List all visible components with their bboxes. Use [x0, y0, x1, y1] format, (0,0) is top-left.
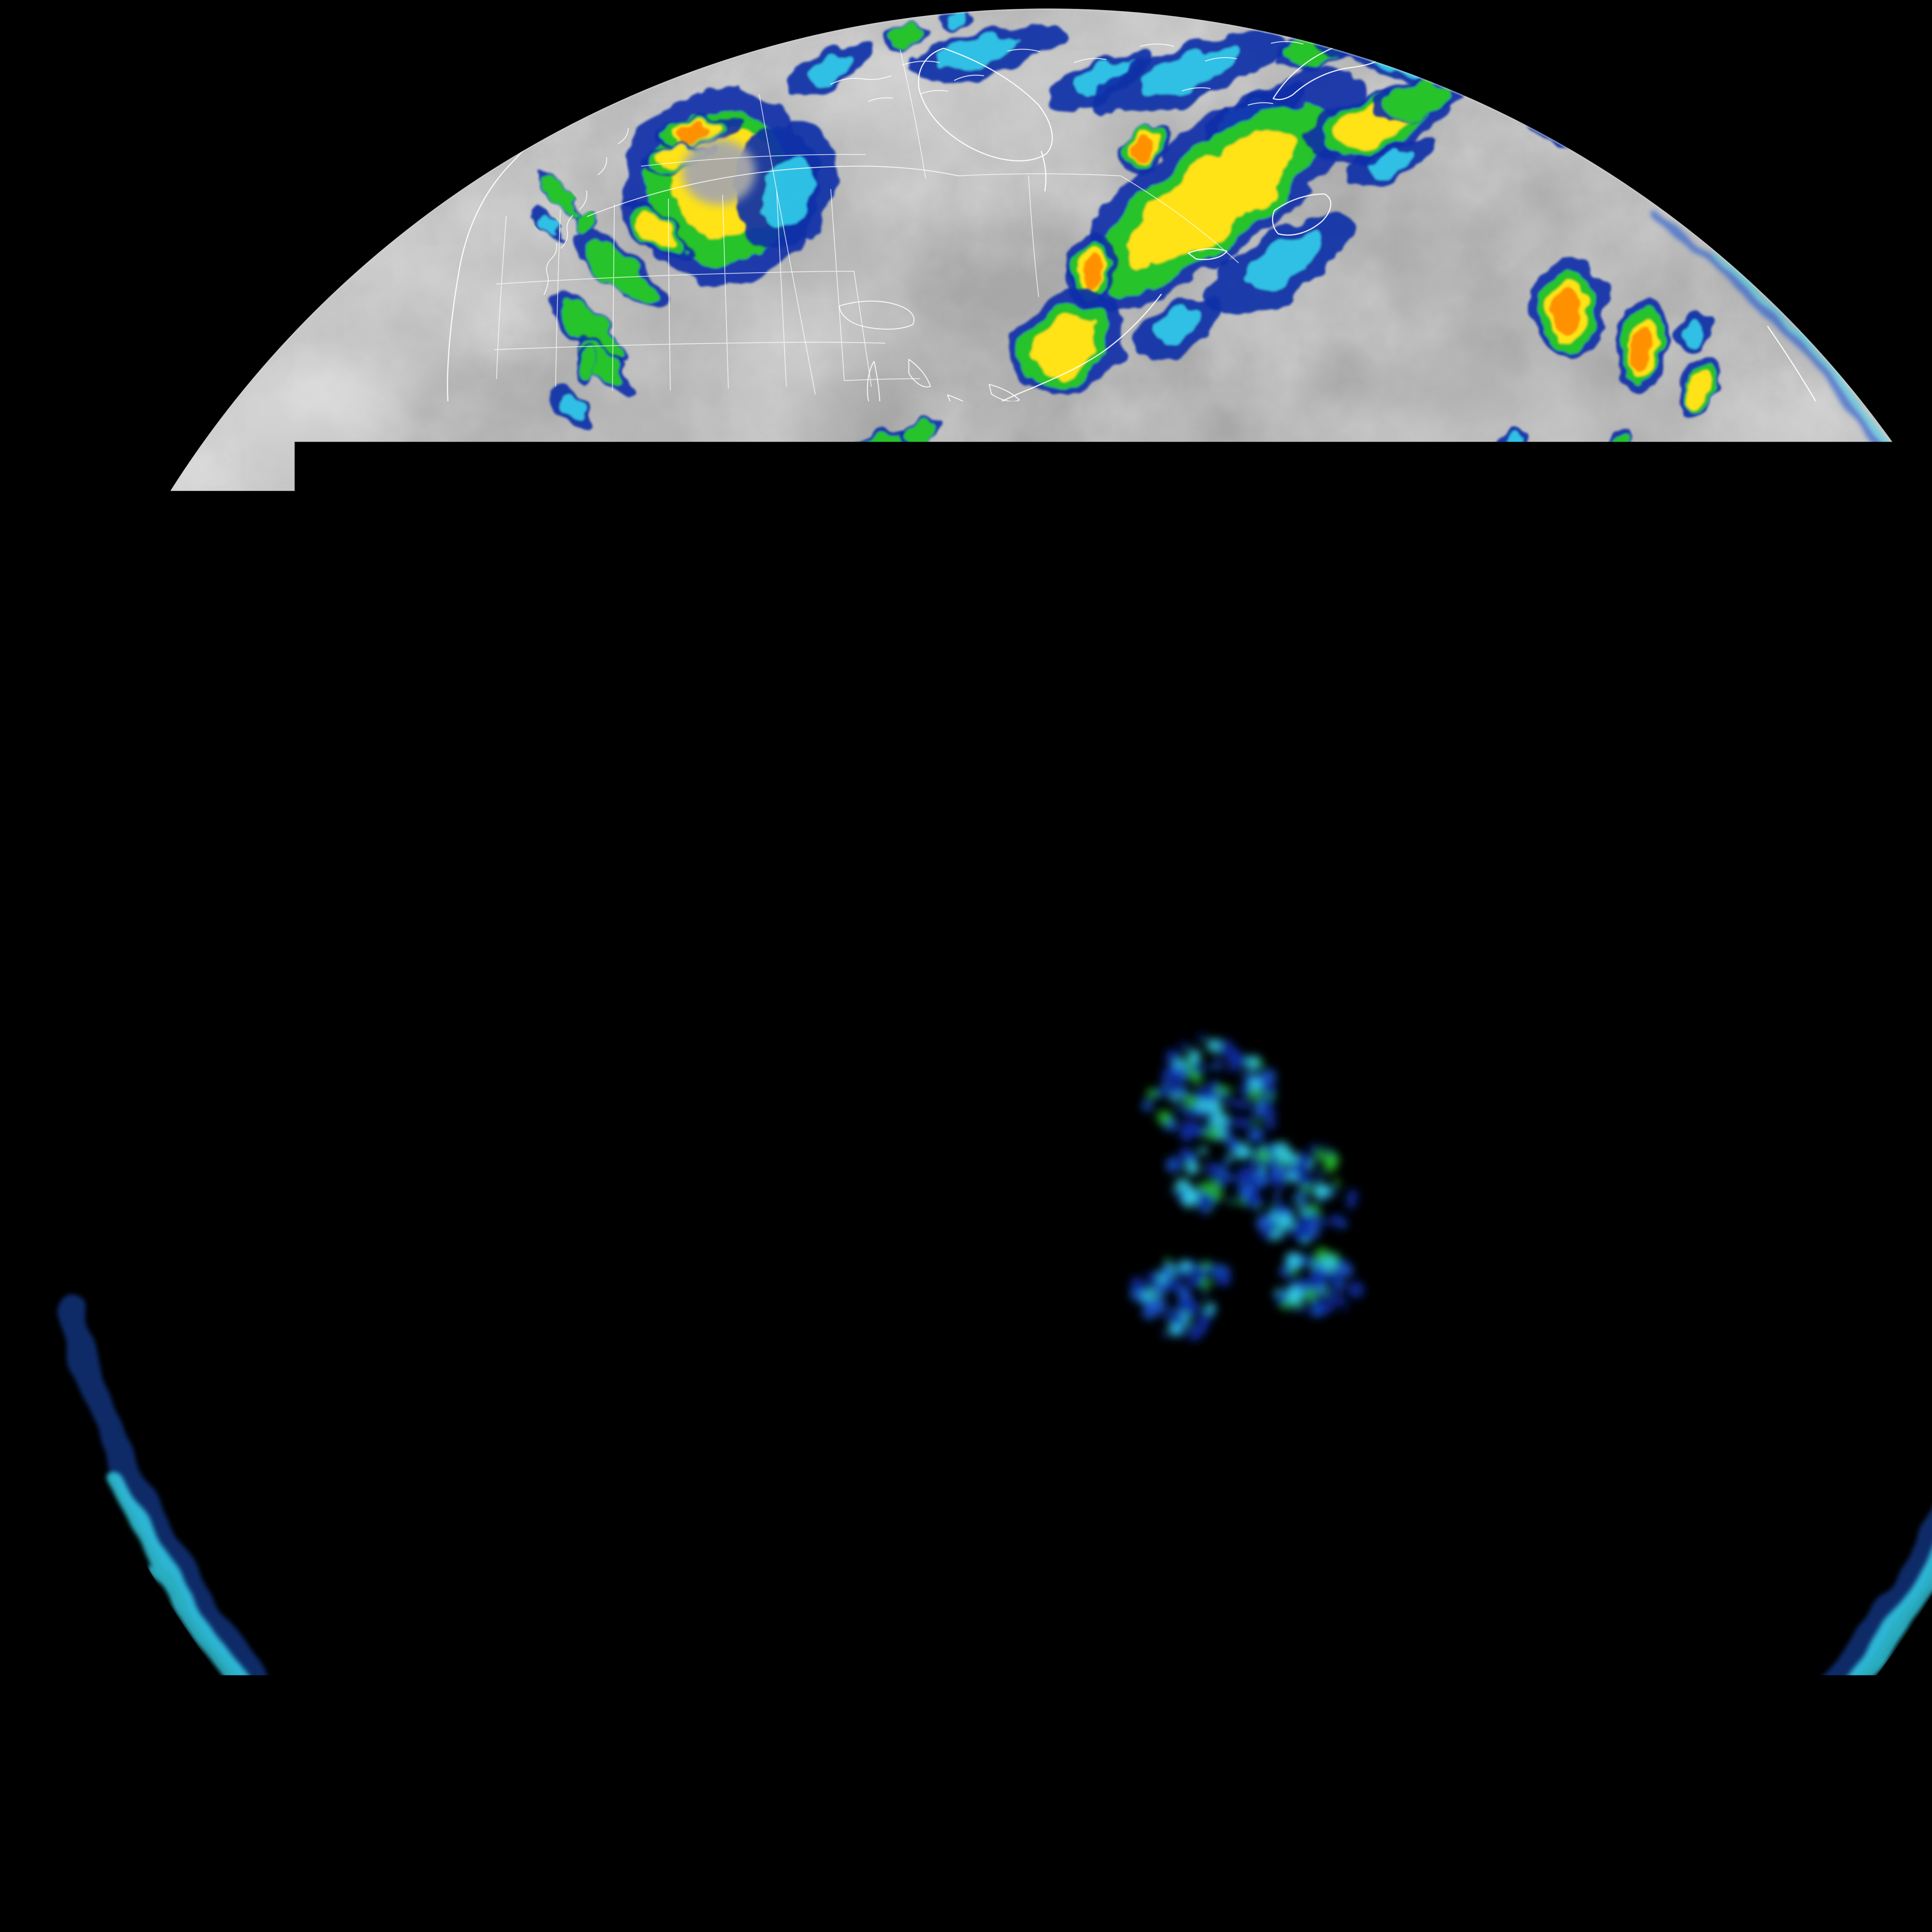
satellite-image	[0, 0, 1932, 1932]
storm-hole-layer	[682, 139, 755, 205]
satellite-full-disk-view	[0, 0, 1932, 1932]
